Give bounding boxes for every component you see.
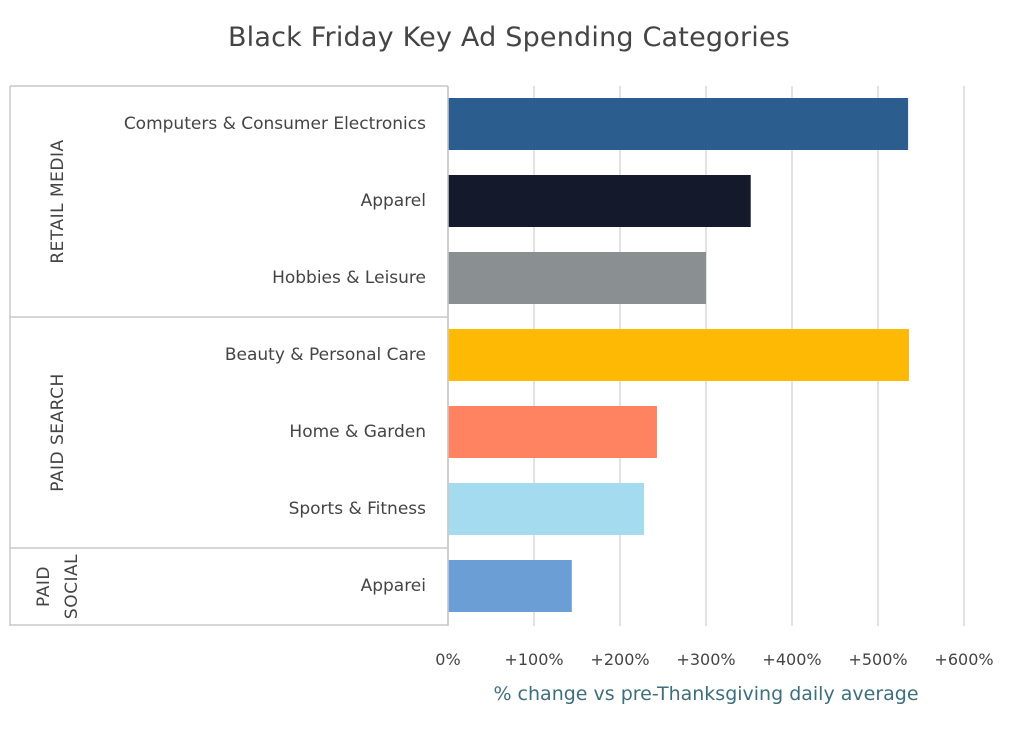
category-label: Beauty & Personal Care (225, 345, 426, 365)
x-axis-ticks: 0% +100% +200% +300% +400% +500% +600% (435, 650, 993, 669)
category-label: Home & Garden (289, 422, 426, 442)
bars (448, 98, 909, 612)
x-tick-label: +300% (676, 650, 735, 669)
group-label: PAID SEARCH (48, 373, 68, 492)
bar (448, 98, 909, 150)
x-tick-label: +400% (762, 650, 821, 669)
x-tick-label: +200% (590, 650, 649, 669)
bar (448, 560, 572, 612)
category-label: Apparel (361, 191, 426, 211)
x-tick-label: +100% (504, 650, 563, 669)
category-label: Hobbies & Leisure (272, 268, 426, 288)
bar (448, 329, 909, 381)
category-label: Computers & Consumer Electronics (124, 114, 426, 134)
x-tick-label: +600% (934, 650, 993, 669)
group-label: SOCIAL (62, 554, 82, 619)
group-label: PAID (34, 566, 54, 607)
bar (448, 483, 645, 535)
category-label: Apparei (361, 576, 426, 596)
bar (448, 406, 657, 458)
chart-title: Black Friday Key Ad Spending Categories (227, 22, 791, 53)
x-tick-label: 0% (435, 650, 460, 669)
x-axis-title: % change vs pre-Thanksgiving daily avera… (493, 683, 918, 705)
bar (448, 252, 706, 304)
category-labels: Computers & Consumer Electronics Apparel H… (124, 114, 426, 596)
bar (448, 175, 751, 227)
category-label: Sports & Fitness (289, 499, 427, 519)
group-label: RETAIL MEDIA (48, 139, 68, 263)
x-tick-label: +500% (848, 650, 907, 669)
category-groups: RETAIL MEDIA PAID SEARCH PAID SOCIAL (9, 85, 448, 626)
